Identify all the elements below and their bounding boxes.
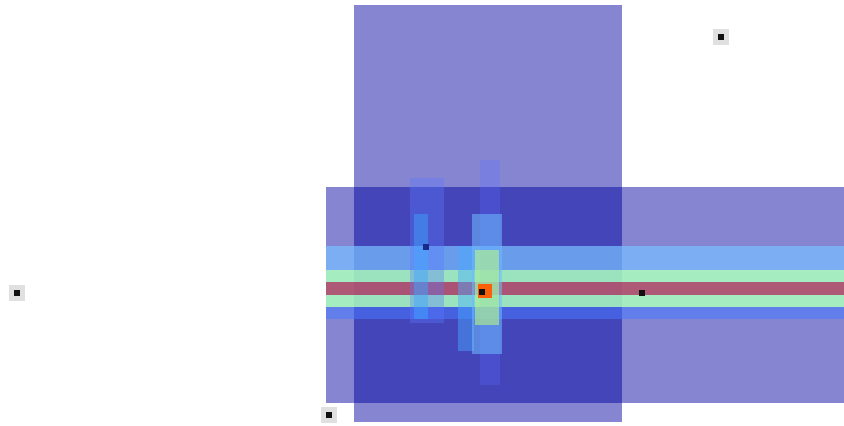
left-hotspot-core (414, 214, 428, 319)
light-green-band-upper (326, 270, 844, 282)
upper-blue-point-marker (419, 240, 433, 254)
left-hotspot-glow (410, 178, 444, 323)
right-band-point-marker (634, 285, 650, 301)
blue-band-lower (326, 307, 844, 319)
light-blue-band (326, 246, 844, 270)
center-hot-point-marker (474, 284, 490, 300)
bottom-left-point-marker (321, 407, 337, 423)
top-right-point-marker (713, 29, 729, 45)
left-point-marker (9, 285, 25, 301)
hot-red-band (326, 282, 844, 295)
light-green-band-lower (326, 295, 844, 307)
middle-hotspot-core (458, 246, 474, 351)
